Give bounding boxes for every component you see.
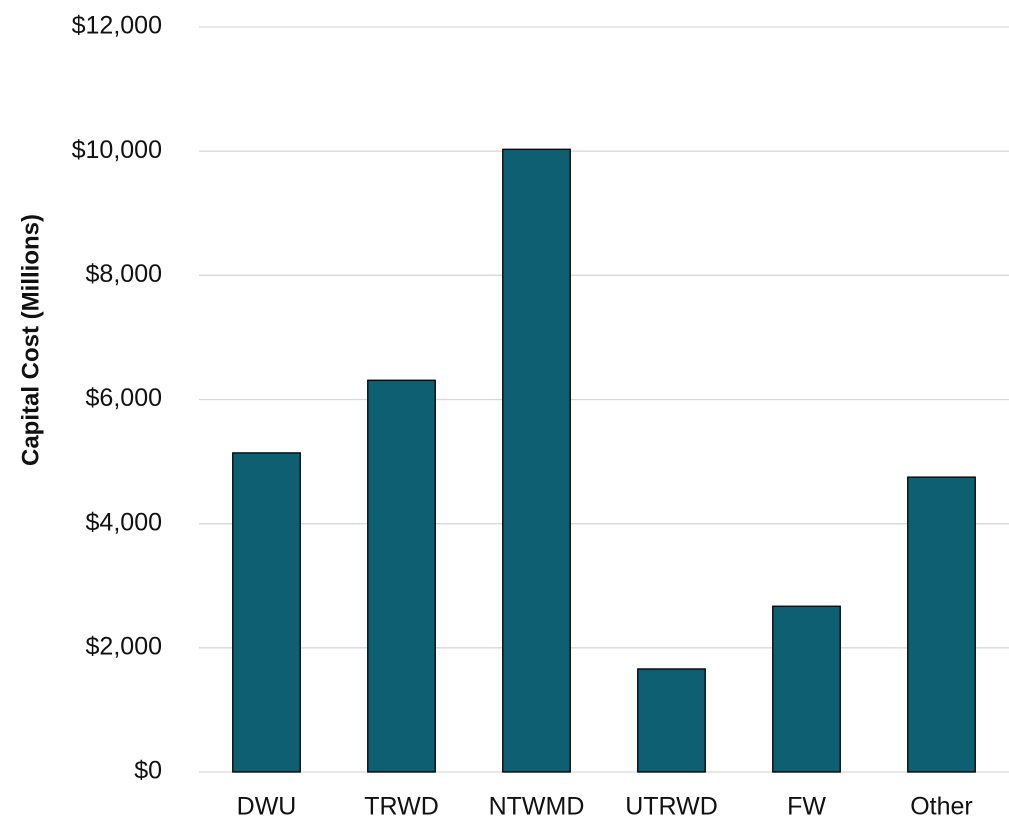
x-tick-label: Other: [910, 793, 973, 821]
x-tick-label: TRWD: [364, 793, 439, 821]
y-tick-label: $10,000: [72, 136, 162, 164]
y-tick-label: $2,000: [86, 632, 162, 660]
x-tick-label: UTRWD: [625, 793, 718, 821]
y-tick-label: $6,000: [86, 384, 162, 412]
y-tick-label: $8,000: [86, 260, 162, 288]
bar: [367, 379, 436, 773]
bar: [502, 148, 571, 773]
bar: [232, 452, 301, 773]
bar: [907, 476, 976, 773]
y-axis-label: Capital Cost (Millions): [17, 214, 44, 466]
y-tick-label: $0: [134, 757, 162, 785]
x-tick-label: NTWMD: [489, 793, 585, 821]
x-tick-label: DWU: [237, 793, 297, 821]
y-tick-label: $12,000: [72, 12, 162, 40]
bar: [637, 668, 706, 773]
x-tick-label: FW: [787, 793, 826, 821]
y-tick-label: $4,000: [86, 508, 162, 536]
bar: [772, 605, 841, 773]
